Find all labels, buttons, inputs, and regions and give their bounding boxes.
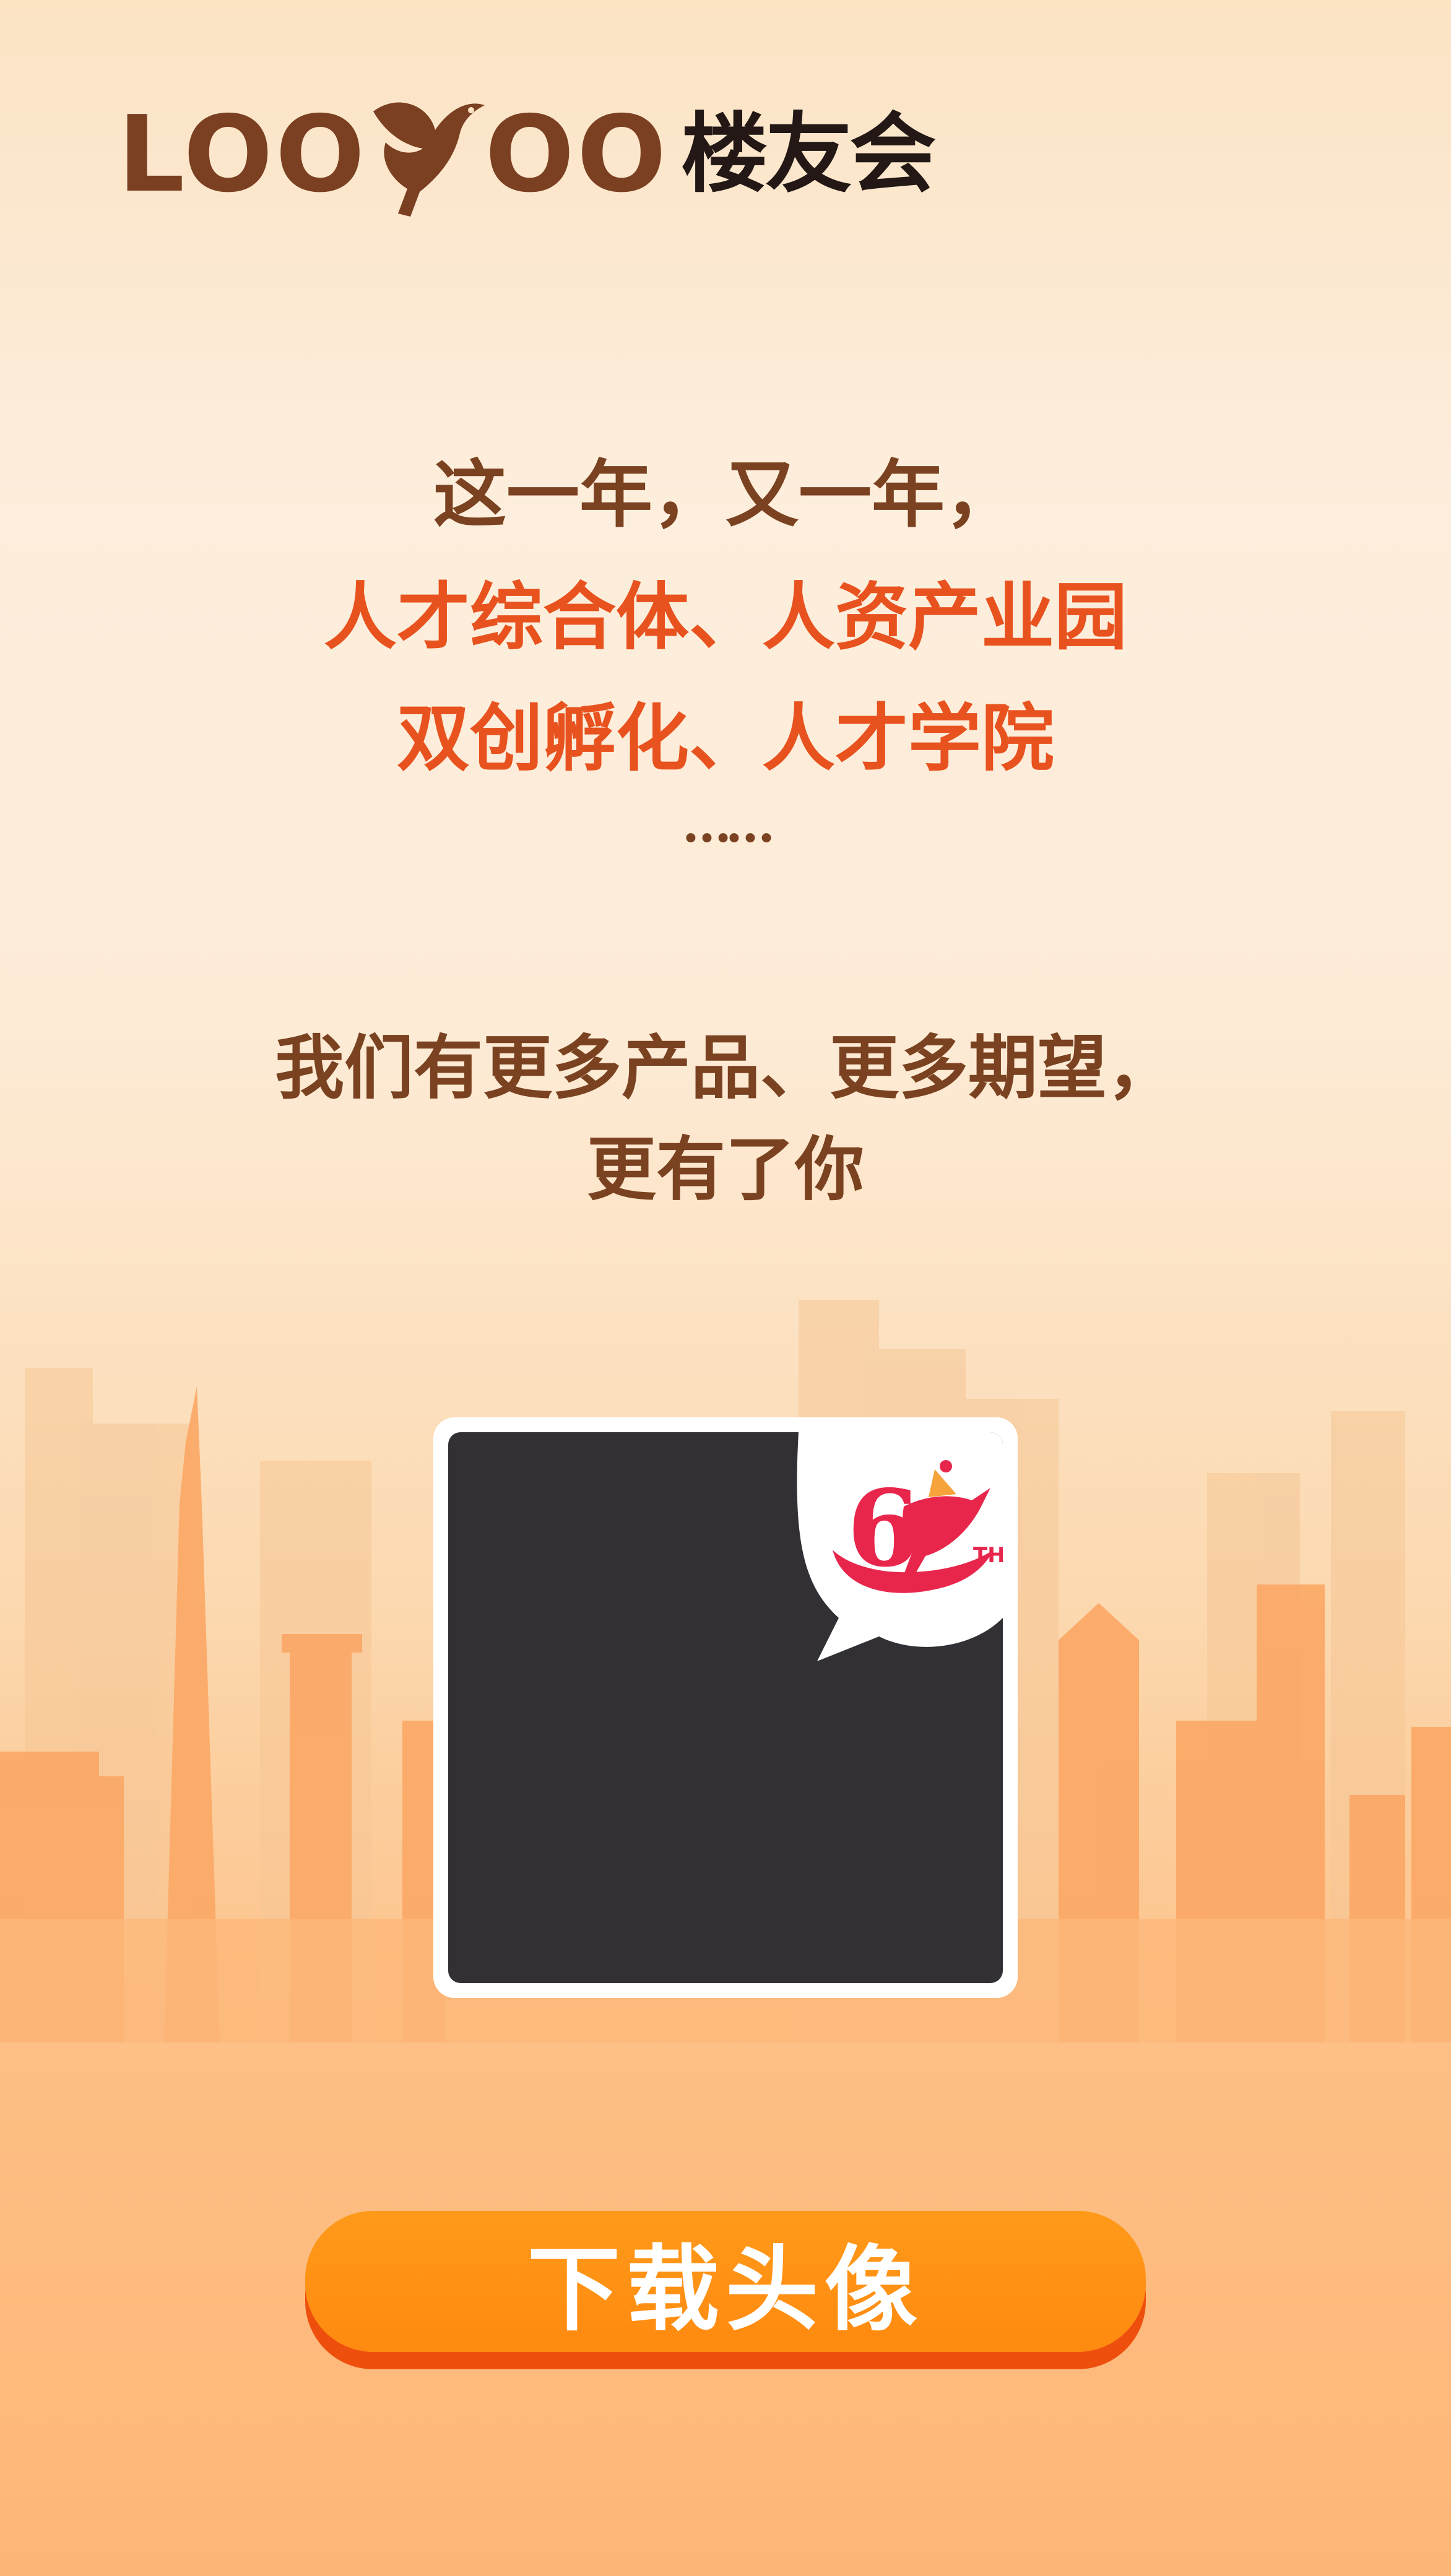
avatar-preview-frame: 6 TH <box>433 1417 1018 1998</box>
avatar-image-placeholder: 6 TH <box>448 1432 1003 1983</box>
anniversary-6th-badge-icon: 6 TH <box>797 1432 1003 1661</box>
tagline-text: 我们有更多产品、更多期望， 更有了你 <box>0 1034 1451 1204</box>
tagline-line-2: 更有了你 <box>587 1129 864 1210</box>
download-avatar-button[interactable]: 下载头像 <box>305 2211 1146 2352</box>
logo-text-cn: 楼友会 <box>681 104 936 205</box>
logo-text-oo: OO <box>485 93 669 216</box>
badge-suffix: TH <box>973 1543 1003 1568</box>
intro-line-1: 这一年，又一年， <box>433 451 1018 537</box>
tagline-line-1: 我们有更多产品、更多期望， <box>275 1027 1176 1109</box>
intro-line-2: 人才综合体、人资产业园 <box>323 574 1127 660</box>
intro-text: 这一年，又一年， 人才综合体、人资产业园 双创孵化、人才学院 …… <box>0 451 1451 854</box>
bird-logo-icon <box>373 102 485 217</box>
intro-line-3: 双创孵化、人才学院 <box>396 695 1054 781</box>
logo-text-loo: LOO <box>118 93 368 216</box>
brand-logo: LOO OO 楼友会 <box>118 87 936 223</box>
intro-ellipsis: …… <box>682 795 775 854</box>
